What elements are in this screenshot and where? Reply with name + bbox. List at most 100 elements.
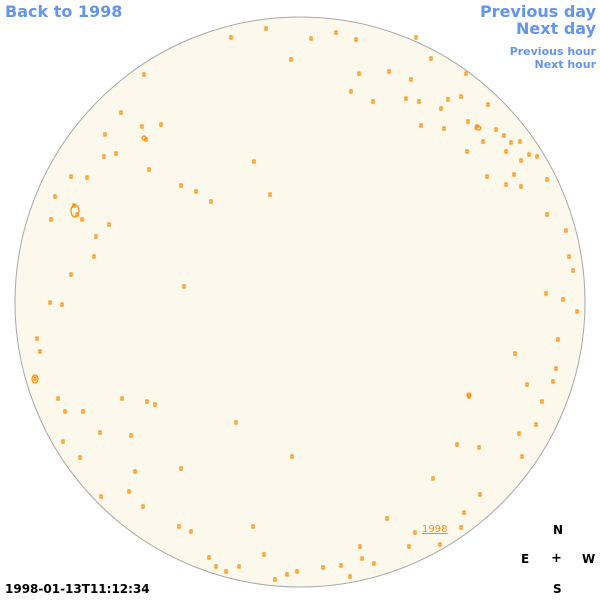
- solar-feature-marker: [127, 489, 131, 494]
- solar-feature-marker: [540, 399, 544, 404]
- solar-feature-marker: [189, 529, 193, 534]
- solar-feature-marker: [273, 577, 277, 582]
- solar-feature-marker: [446, 97, 450, 102]
- solar-feature-marker: [354, 37, 358, 42]
- back-to-year-link[interactable]: Back to 1998: [5, 2, 123, 21]
- solar-feature-marker: [465, 149, 469, 154]
- solar-feature-marker: [264, 26, 268, 31]
- solar-feature-marker: [224, 569, 228, 574]
- solar-feature-marker: [214, 564, 218, 569]
- solar-feature-marker: [429, 56, 433, 61]
- solar-feature-marker: [357, 71, 361, 76]
- solar-feature-marker: [387, 69, 391, 74]
- solar-feature-marker: [207, 555, 211, 560]
- solar-feature-marker: [371, 99, 375, 104]
- solar-feature-marker: [102, 154, 106, 159]
- solar-feature-marker: [348, 574, 352, 579]
- solar-feature-marker: [442, 126, 446, 131]
- solar-feature-marker: [535, 154, 539, 159]
- solar-feature-marker: [60, 302, 64, 307]
- next-hour-link[interactable]: Next hour: [534, 58, 597, 71]
- solar-feature-marker: [527, 152, 531, 157]
- solar-feature-marker: [459, 525, 463, 530]
- solar-feature-marker: [414, 35, 418, 40]
- solar-feature-marker: [94, 234, 98, 239]
- solar-feature-marker: [209, 199, 213, 204]
- solar-feature-marker: [194, 189, 198, 194]
- solar-feature-marker: [229, 35, 233, 40]
- solar-feature-marker: [321, 565, 325, 570]
- solar-feature-marker: [78, 455, 82, 460]
- solar-feature-marker: [534, 422, 538, 427]
- solar-feature-marker: [309, 36, 313, 41]
- solar-feature-region: [141, 135, 147, 141]
- solar-feature-marker: [92, 254, 96, 259]
- solar-feature-marker: [464, 71, 468, 76]
- solar-feature-marker: [544, 291, 548, 296]
- solar-feature-marker: [385, 516, 389, 521]
- solar-feature-marker: [262, 552, 266, 557]
- solar-feature-marker: [179, 183, 183, 188]
- solar-feature-marker: [512, 172, 516, 177]
- solar-feature-marker: [519, 158, 523, 163]
- solar-feature-marker: [349, 89, 353, 94]
- solar-feature-marker: [519, 184, 523, 189]
- solar-feature-marker: [462, 510, 466, 515]
- solar-feature-marker: [481, 139, 485, 144]
- solar-feature-marker: [502, 133, 506, 138]
- solar-feature-marker: [485, 174, 489, 179]
- compass-west-label: W: [582, 552, 596, 566]
- solar-feature-marker: [567, 254, 571, 259]
- solar-feature-marker: [145, 399, 149, 404]
- solar-features: [31, 26, 579, 582]
- solar-feature-marker: [98, 430, 102, 435]
- solar-feature-marker: [518, 139, 522, 144]
- solar-feature-marker: [85, 175, 89, 180]
- solar-feature-region: [474, 125, 482, 131]
- solar-feature-marker: [177, 524, 181, 529]
- solar-feature-marker: [459, 94, 463, 99]
- solar-feature-marker: [56, 396, 60, 401]
- solar-feature-marker: [38, 349, 42, 354]
- next-day-link[interactable]: Next day: [516, 19, 596, 38]
- solar-feature-marker: [107, 222, 111, 227]
- solar-feature-marker: [69, 272, 73, 277]
- solar-feature-marker: [545, 177, 549, 182]
- solar-feature-marker: [545, 212, 549, 217]
- solar-feature-marker: [554, 366, 558, 371]
- solar-feature-marker: [413, 530, 417, 535]
- solar-feature-marker: [179, 466, 183, 471]
- solar-feature-marker: [455, 442, 459, 447]
- compass-south-label: S: [553, 582, 562, 596]
- solar-feature-marker: [404, 96, 408, 101]
- solar-feature-marker: [561, 297, 565, 302]
- solar-feature-marker: [564, 228, 568, 233]
- solar-feature-marker: [409, 77, 413, 82]
- solar-feature-marker: [114, 151, 118, 156]
- solar-feature-marker: [504, 149, 508, 154]
- year-marker-link[interactable]: 1998: [422, 524, 448, 535]
- observation-timestamp: 1998-01-13T11:12:34: [5, 582, 150, 596]
- solar-feature-marker: [69, 174, 73, 179]
- solar-feature-marker: [35, 336, 39, 341]
- solar-feature-marker: [182, 284, 186, 289]
- solar-feature-marker: [53, 194, 57, 199]
- previous-hour-link[interactable]: Previous hour: [509, 45, 596, 58]
- solar-feature-marker: [571, 268, 575, 273]
- solar-feature-marker: [439, 106, 443, 111]
- solar-feature-marker: [407, 544, 411, 549]
- solar-feature-marker: [234, 420, 238, 425]
- solar-feature-marker: [140, 124, 144, 129]
- compass-east-label: E: [521, 552, 530, 566]
- solar-feature-marker: [237, 564, 241, 569]
- solar-feature-marker: [466, 119, 470, 124]
- previous-day-link[interactable]: Previous day: [479, 2, 596, 21]
- solar-feature-marker: [419, 123, 423, 128]
- solar-disk: [14, 16, 586, 588]
- compass-center-icon: +: [551, 551, 562, 566]
- solar-feature-marker: [49, 217, 53, 222]
- solar-feature-marker: [61, 439, 65, 444]
- solar-feature-marker: [477, 445, 481, 450]
- solar-feature-marker: [99, 494, 103, 499]
